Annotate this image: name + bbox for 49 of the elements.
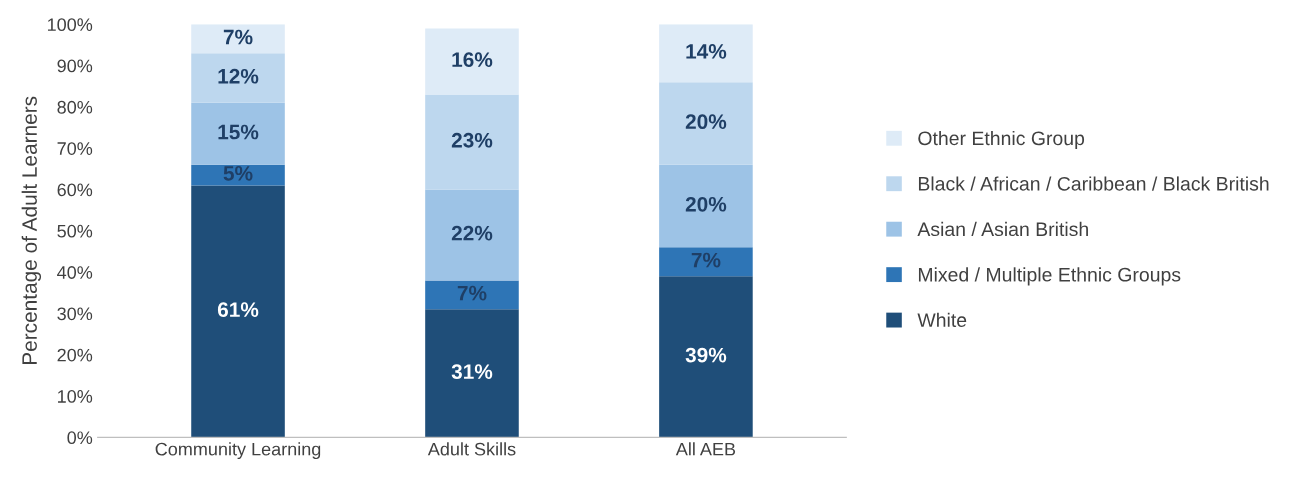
y-axis-title: Percentage of Adult Learners — [21, 96, 42, 365]
text: 23% — [451, 132, 493, 148]
text: 14% — [686, 44, 727, 59]
text: 5% — [223, 165, 253, 181]
text: 31% — [451, 364, 493, 379]
bar — [425, 280, 519, 310]
bar — [191, 24, 285, 54]
text: 7% — [223, 29, 253, 45]
y-tick-label: 70% — [57, 142, 93, 155]
text: 20% — [685, 196, 727, 212]
bar — [191, 53, 285, 103]
y-tick-label: 60% — [57, 183, 93, 197]
y-tick-label: 30% — [57, 307, 93, 321]
legend-label: Black / African / Caribbean / Black British — [918, 176, 1269, 191]
text: 7% — [691, 252, 721, 268]
text: 16% — [452, 52, 493, 68]
legend-label: White — [917, 312, 967, 328]
x-tick-label: All AEB — [675, 442, 736, 456]
x-tick-label: Community Learning — [155, 442, 321, 460]
y-tick-label: 50% — [57, 224, 93, 238]
y-tick-label: 100% — [47, 18, 93, 32]
bar — [425, 309, 519, 438]
legend-label: Asian / Asian British — [917, 221, 1088, 237]
y-tick-label: 80% — [57, 100, 93, 114]
bar — [425, 28, 519, 95]
text: 39% — [685, 347, 727, 363]
y-tick-label: 0% — [67, 431, 93, 445]
text: 61% — [217, 302, 259, 317]
bar — [425, 189, 519, 281]
bar — [191, 102, 285, 165]
text: 12% — [218, 68, 259, 84]
bar — [425, 94, 519, 190]
text: 15% — [218, 124, 259, 140]
bar — [659, 82, 753, 165]
y-tick-label: 10% — [58, 390, 93, 403]
bar — [659, 164, 753, 248]
y-tick-label: 40% — [57, 266, 93, 279]
legend-label: Other Ethnic Group — [918, 130, 1085, 150]
y-tick-label: 20% — [57, 348, 93, 362]
text: 22% — [451, 225, 493, 241]
bar — [659, 247, 753, 277]
text: 20% — [685, 114, 727, 130]
x-tick-label: Adult Skills — [427, 442, 516, 456]
bar — [659, 276, 753, 438]
text: 7% — [457, 285, 487, 301]
bar — [191, 185, 285, 438]
y-tick-label: 90% — [57, 59, 93, 73]
legend-label: Mixed / Multiple Ethnic Groups — [918, 267, 1181, 286]
bar — [659, 24, 753, 83]
